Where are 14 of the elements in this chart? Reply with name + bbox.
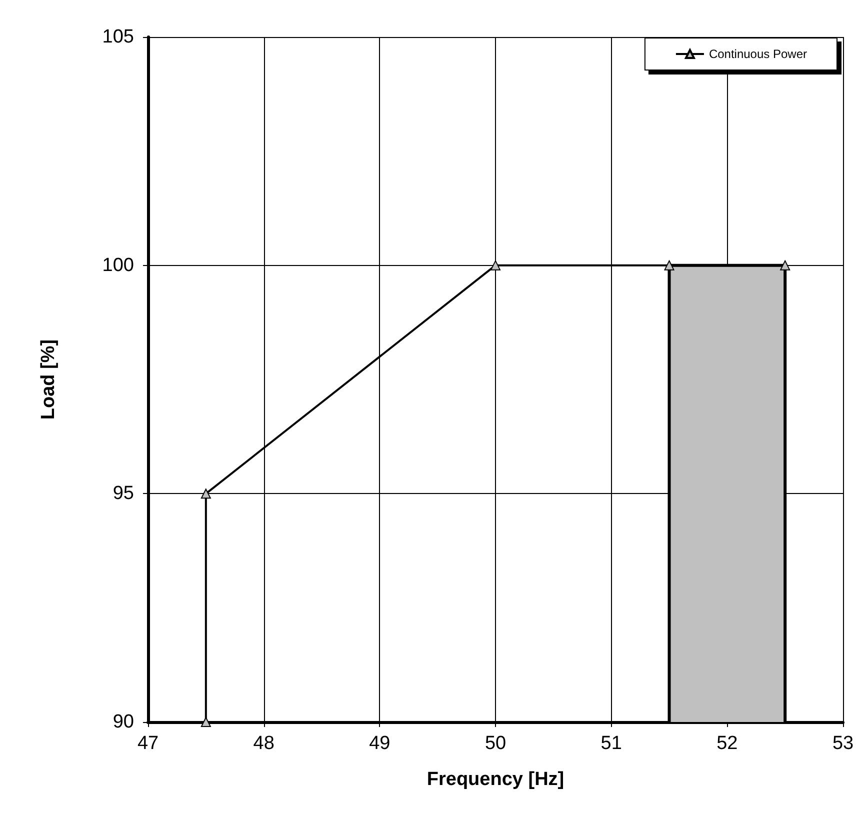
x-axis-title: Frequency [Hz]	[426, 769, 564, 790]
y-axis-title: Load [%]	[38, 339, 59, 420]
x-tick-label: 48	[253, 733, 274, 754]
y-tick-label: 95	[112, 483, 134, 504]
x-tick-label: 49	[369, 733, 390, 754]
x-tick-label: 52	[716, 733, 738, 754]
x-tick-label: 53	[832, 733, 854, 754]
x-tick-label: 51	[600, 733, 622, 754]
x-tick-label: 47	[137, 733, 159, 754]
y-tick-label: 90	[112, 712, 134, 732]
x-tick-label: 50	[484, 733, 506, 754]
y-tick-label: 105	[102, 26, 134, 48]
y-tick-label: 100	[102, 254, 134, 276]
legend-label: Continuous Power	[708, 47, 808, 61]
